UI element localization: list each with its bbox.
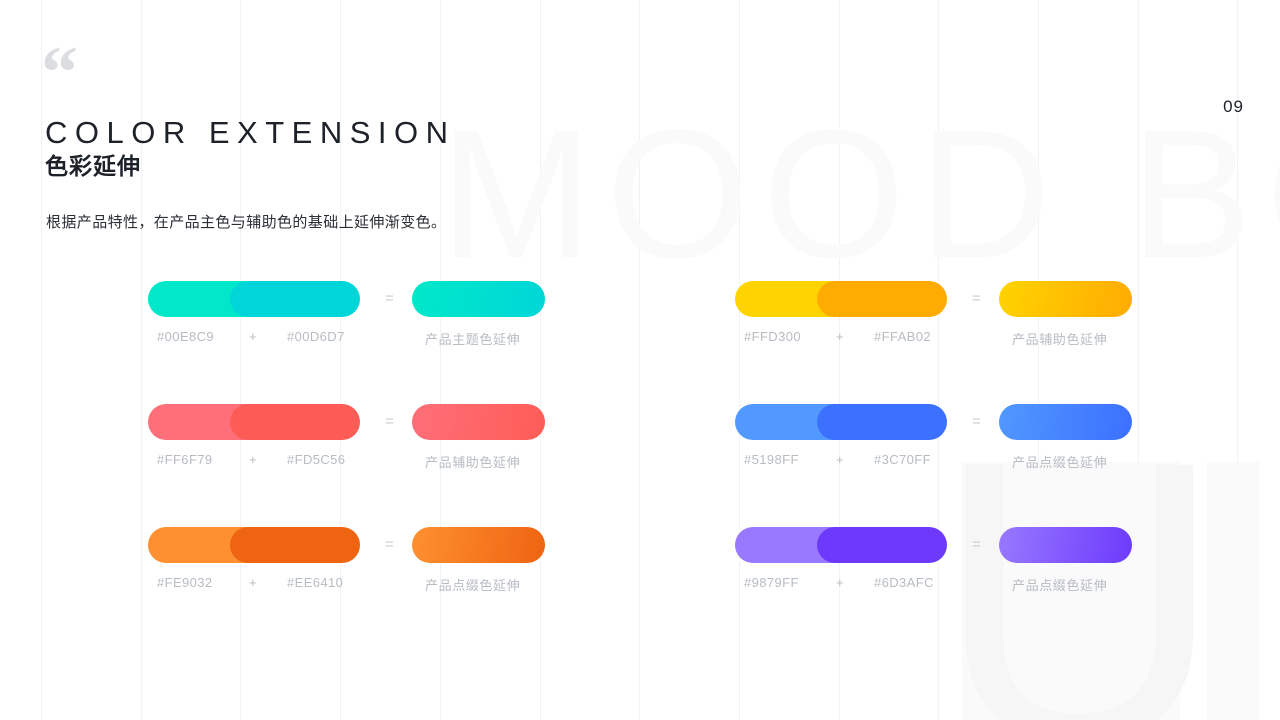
swatch-combo[interactable] bbox=[735, 281, 947, 317]
swatch-row: = #FFD300 + #FFAB02 产品辅助色延伸 bbox=[735, 281, 1132, 381]
equals-sign: = bbox=[385, 413, 394, 430]
swatch-combo[interactable] bbox=[148, 527, 360, 563]
swatch-pill-secondary[interactable] bbox=[230, 527, 360, 563]
swatch-pill-secondary[interactable] bbox=[230, 404, 360, 440]
swatch-combo[interactable] bbox=[735, 527, 947, 563]
plus-sign: + bbox=[836, 329, 844, 344]
swatch-label-result: 产品辅助色延伸 bbox=[425, 455, 521, 470]
swatch-pill-secondary[interactable] bbox=[817, 404, 947, 440]
swatch-result-pill[interactable] bbox=[412, 404, 545, 440]
swatch-result-pill[interactable] bbox=[999, 404, 1132, 440]
swatch-label-secondary-hex: #FFAB02 bbox=[874, 329, 931, 344]
swatch-label-secondary-hex: #EE6410 bbox=[287, 575, 344, 590]
plus-sign: + bbox=[249, 575, 257, 590]
swatch-pill-secondary[interactable] bbox=[817, 281, 947, 317]
swatch-pill-secondary[interactable] bbox=[230, 281, 360, 317]
swatch-label-result: 产品点缀色延伸 bbox=[1012, 455, 1108, 470]
swatch-label-primary-hex: #FFD300 bbox=[744, 329, 801, 344]
equals-sign: = bbox=[972, 536, 981, 553]
page-title-en: COLOR EXTENSION bbox=[45, 114, 456, 150]
page-description: 根据产品特性，在产品主色与辅助色的基础上延伸渐变色。 bbox=[46, 214, 447, 231]
swatch-combo[interactable] bbox=[735, 404, 947, 440]
swatch-combo[interactable] bbox=[148, 281, 360, 317]
equals-sign: = bbox=[385, 290, 394, 307]
swatch-label-result: 产品辅助色延伸 bbox=[1012, 332, 1108, 347]
swatch-combo[interactable] bbox=[148, 404, 360, 440]
plus-sign: + bbox=[249, 452, 257, 467]
swatch-label-primary-hex: #00E8C9 bbox=[157, 329, 215, 344]
swatch-row: = #9879FF + #6D3AFC 产品点缀色延伸 bbox=[735, 527, 1132, 627]
swatch-row: = #00E8C9 + #00D6D7 产品主题色延伸 bbox=[148, 281, 545, 381]
swatch-label-primary-hex: #FF6F79 bbox=[157, 452, 213, 467]
page-title-cn: 色彩延伸 bbox=[45, 153, 141, 180]
quote-mark-icon: “ bbox=[41, 32, 78, 114]
swatch-label-result: 产品点缀色延伸 bbox=[425, 578, 521, 593]
swatch-result-pill[interactable] bbox=[999, 527, 1132, 563]
swatch-result-pill[interactable] bbox=[412, 527, 545, 563]
swatch-label-primary-hex: #9879FF bbox=[744, 575, 799, 590]
swatch-row: = #FE9032 + #EE6410 产品点缀色延伸 bbox=[148, 527, 545, 627]
swatch-label-result: 产品主题色延伸 bbox=[425, 332, 521, 347]
swatch-label-primary-hex: #FE9032 bbox=[157, 575, 213, 590]
swatch-pill-secondary[interactable] bbox=[817, 527, 947, 563]
page-number: 09 bbox=[1223, 97, 1244, 116]
swatch-label-secondary-hex: #FD5C56 bbox=[287, 452, 346, 467]
swatch-label-primary-hex: #5198FF bbox=[744, 452, 799, 467]
swatch-label-result: 产品点缀色延伸 bbox=[1012, 578, 1108, 593]
plus-sign: + bbox=[836, 575, 844, 590]
swatch-row: = #5198FF + #3C70FF 产品点缀色延伸 bbox=[735, 404, 1132, 504]
swatch-label-secondary-hex: #3C70FF bbox=[874, 452, 931, 467]
swatch-label-secondary-hex: #00D6D7 bbox=[287, 329, 345, 344]
swatch-label-secondary-hex: #6D3AFC bbox=[874, 575, 934, 590]
swatch-result-pill[interactable] bbox=[999, 281, 1132, 317]
equals-sign: = bbox=[385, 536, 394, 553]
swatch-result-pill[interactable] bbox=[412, 281, 545, 317]
equals-sign: = bbox=[972, 413, 981, 430]
equals-sign: = bbox=[972, 290, 981, 307]
plus-sign: + bbox=[836, 452, 844, 467]
swatch-row: = #FF6F79 + #FD5C56 产品辅助色延伸 bbox=[148, 404, 545, 504]
plus-sign: + bbox=[249, 329, 257, 344]
